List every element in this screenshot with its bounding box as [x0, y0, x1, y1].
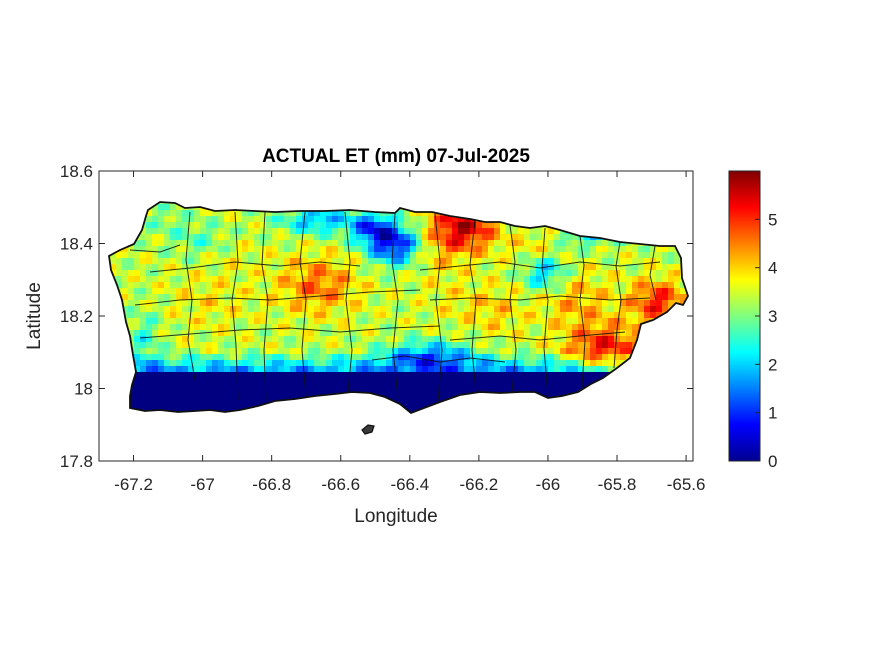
municipality-boundary	[613, 241, 622, 369]
municipality-boundary	[469, 219, 477, 393]
x-tick-label: -65.8	[598, 475, 637, 494]
municipality-boundary	[509, 224, 517, 393]
y-axis-ticks: 17.8 18 18.2 18.4 18.6	[60, 162, 693, 471]
chart-title: ACTUAL ET (mm) 07-Jul-2025	[262, 146, 530, 167]
y-tick-label: 18.4	[60, 235, 93, 254]
colorbar-tick-label: 5	[768, 210, 777, 229]
municipality-boundary	[149, 261, 361, 273]
municipality-boundary	[391, 213, 399, 399]
x-tick-label: -66.4	[390, 475, 429, 494]
y-tick-label: 17.8	[60, 452, 93, 471]
colorbar-tick-label: 4	[768, 259, 777, 278]
municipality-boundaries	[129, 211, 661, 403]
municipality-boundary	[261, 211, 269, 401]
colorbar-tick-label: 2	[768, 355, 777, 374]
x-tick-label: -66.8	[252, 475, 291, 494]
municipality-boundary	[449, 331, 626, 341]
municipality-boundary	[429, 295, 651, 301]
y-axis-label: Latitude	[24, 282, 45, 350]
municipality-boundary	[371, 355, 506, 363]
x-tick-label: -67	[190, 475, 215, 494]
colorbar-tick-label: 1	[768, 404, 777, 423]
municipality-boundary	[139, 325, 441, 339]
y-tick-label: 18	[74, 380, 93, 399]
caja-de-muertos-islet	[361, 424, 375, 435]
x-tick-label: -65.6	[667, 475, 706, 494]
x-tick-label: -66	[536, 475, 561, 494]
municipality-boundary	[579, 235, 586, 389]
y-tick-label: 18.6	[60, 162, 93, 181]
municipality-boundary	[649, 245, 657, 301]
colorbar: 0 1 2 3 4 5	[728, 170, 777, 471]
municipality-boundary	[134, 289, 421, 306]
x-axis-ticks: -67.2 -67 -66.8 -66.6 -66.4 -66.2 -66 -65.8 -65.…	[114, 171, 705, 494]
colorbar-tick-label: 3	[768, 307, 777, 326]
y-tick-label: 18.2	[60, 307, 93, 326]
municipality-boundary	[419, 261, 661, 271]
map-panel: -67.2 -67 -66.8 -66.6 -66.4 -66.2 -66 -65.8 -65.…	[60, 162, 706, 494]
x-tick-label: -67.2	[114, 475, 153, 494]
municipality-boundary	[434, 213, 443, 403]
x-axis-label: Longitude	[354, 506, 437, 527]
colorbar-tick-label: 0	[768, 452, 777, 471]
x-tick-label: -66.6	[321, 475, 360, 494]
municipality-boundary	[344, 211, 353, 393]
municipality-boundary	[231, 211, 239, 401]
x-tick-label: -66.2	[460, 475, 499, 494]
municipality-boundary	[129, 244, 181, 253]
coastline	[108, 201, 689, 415]
municipality-boundary	[185, 211, 196, 381]
municipality-boundary	[541, 227, 549, 397]
municipality-boundary	[299, 211, 307, 397]
colorbar-ticks: 0 1 2 3 4 5	[755, 210, 777, 471]
